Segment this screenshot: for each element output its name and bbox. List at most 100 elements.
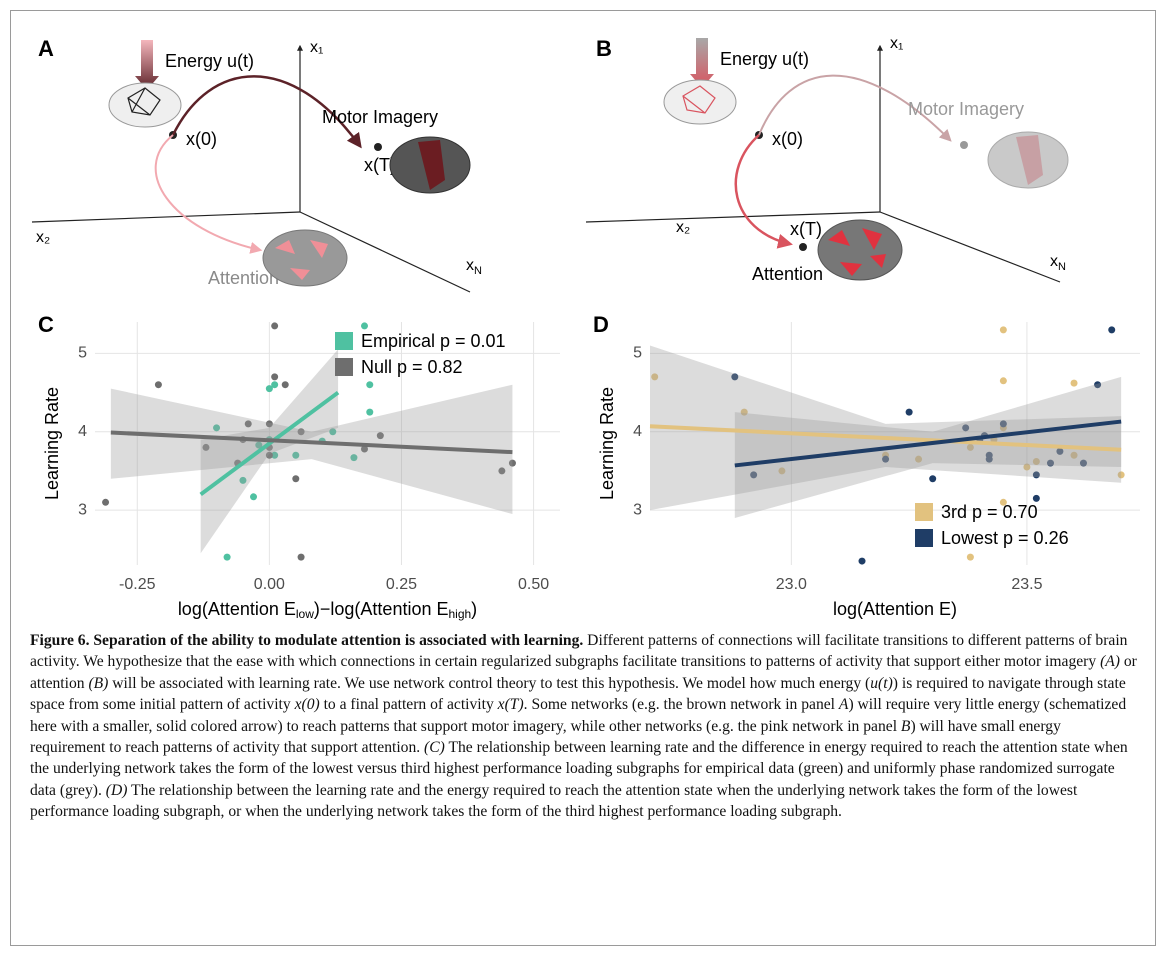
confidence-band xyxy=(650,345,1122,511)
confidence-band xyxy=(200,349,339,554)
panel-letter: A xyxy=(38,36,54,61)
caption-title: Figure 6. Separation of the ability to m… xyxy=(30,632,584,649)
point xyxy=(265,385,273,393)
axis xyxy=(585,211,881,223)
state-label: x(T) xyxy=(790,219,822,239)
state-label: x(T) xyxy=(364,155,396,175)
point xyxy=(929,475,937,483)
fit-line xyxy=(649,424,1122,452)
panel-letter: D xyxy=(593,312,609,337)
point xyxy=(1070,451,1078,459)
point xyxy=(999,420,1007,428)
point xyxy=(999,377,1007,385)
point xyxy=(999,326,1007,334)
legend-label: Null p = 0.82 xyxy=(361,357,463,377)
point xyxy=(1032,471,1040,479)
legend-label: Empirical p = 0.01 xyxy=(361,331,506,351)
point xyxy=(1032,458,1040,466)
target-label: Attention xyxy=(752,264,823,284)
legend-swatch xyxy=(335,332,353,350)
energy-label: Energy u(t) xyxy=(165,51,254,71)
x-tick-label: 0.25 xyxy=(386,576,417,593)
brain xyxy=(817,219,903,281)
brain xyxy=(262,229,348,287)
point xyxy=(1046,459,1054,467)
point xyxy=(882,455,890,463)
panel-b: B x₁ x₂ xN Energy u(t) x(0) Motor Imager… xyxy=(585,35,1069,284)
point xyxy=(292,451,300,459)
point xyxy=(750,471,758,479)
caption-text: A xyxy=(838,696,849,714)
state-label: x(0) xyxy=(772,129,803,149)
legend-label: Lowest p = 0.26 xyxy=(941,528,1069,548)
caption-text: The relationship between the learning ra… xyxy=(30,781,1078,821)
point xyxy=(271,381,279,389)
point xyxy=(1032,494,1040,502)
y-tick-label: 4 xyxy=(78,423,87,440)
point xyxy=(376,432,384,440)
caption-text: B xyxy=(900,717,911,735)
legend-swatch xyxy=(915,503,933,521)
confidence-band xyxy=(110,384,513,515)
brain-region xyxy=(275,240,328,280)
caption-text: (B) xyxy=(88,674,109,692)
caption-text: or attention xyxy=(30,653,1137,692)
axis-label: xN xyxy=(466,257,482,277)
caption: Figure 6. Separation of the ability to m… xyxy=(30,630,1140,823)
point xyxy=(239,476,247,484)
point xyxy=(1023,463,1031,471)
state-point xyxy=(960,141,968,149)
point xyxy=(271,451,279,459)
point xyxy=(1056,447,1064,455)
caption-text: ) will require very little energy (schem… xyxy=(30,696,1127,735)
trajectory xyxy=(154,134,263,254)
point xyxy=(966,443,974,451)
point xyxy=(281,381,289,389)
fit-line xyxy=(199,390,340,497)
x-tick-label: -0.25 xyxy=(119,576,156,593)
legend-swatch xyxy=(335,358,353,376)
figure: A x₁ x₂ xN Energy u(t) x(0) x(T) Motor I… xyxy=(31,35,1140,621)
point xyxy=(154,381,162,389)
caption-text: (C) xyxy=(424,739,445,757)
axis xyxy=(879,211,1061,283)
caption-text: Different patterns of connections will f… xyxy=(30,632,1128,671)
point xyxy=(297,428,305,436)
fit-line xyxy=(110,430,513,455)
axis-label-part: x xyxy=(466,257,474,274)
target-label: Motor Imagery xyxy=(908,99,1024,119)
caption-text: (D) xyxy=(105,781,128,799)
point xyxy=(985,451,993,459)
caption-text: ) is required to navigate through state … xyxy=(30,674,1126,714)
caption-text: to a final pattern of activity xyxy=(319,696,498,714)
x-axis-label-part: log(Attention E) xyxy=(833,599,957,619)
point xyxy=(905,408,913,416)
axis-label: x₁ xyxy=(310,39,323,56)
state-point xyxy=(799,243,807,251)
x-tick-label: 23.0 xyxy=(776,576,807,593)
legend-label: 3rd p = 0.70 xyxy=(941,502,1038,522)
panel-letter: C xyxy=(38,312,54,337)
fit-line xyxy=(734,419,1122,468)
caption-text: (A) xyxy=(1100,653,1120,671)
y-axis-label: Learning Rate xyxy=(597,387,617,500)
x-tick-label: 23.5 xyxy=(1011,576,1042,593)
y-tick-label: 4 xyxy=(633,423,642,440)
point xyxy=(265,451,273,459)
energy-arrow xyxy=(690,38,714,88)
trajectory xyxy=(734,134,793,249)
point xyxy=(999,498,1007,506)
brain xyxy=(108,82,182,128)
x-axis-label-part: )−log(Attention E xyxy=(314,599,449,619)
panel-letter: B xyxy=(596,36,612,61)
axis-label-part: N xyxy=(1058,261,1066,273)
point xyxy=(915,455,923,463)
point xyxy=(858,557,866,565)
network xyxy=(682,85,716,114)
energy-arrow xyxy=(135,40,159,90)
point xyxy=(297,553,305,561)
brain-region xyxy=(1016,135,1043,185)
x-tick-label: 0.00 xyxy=(254,576,285,593)
y-tick-label: 5 xyxy=(633,345,642,362)
point xyxy=(350,454,358,462)
